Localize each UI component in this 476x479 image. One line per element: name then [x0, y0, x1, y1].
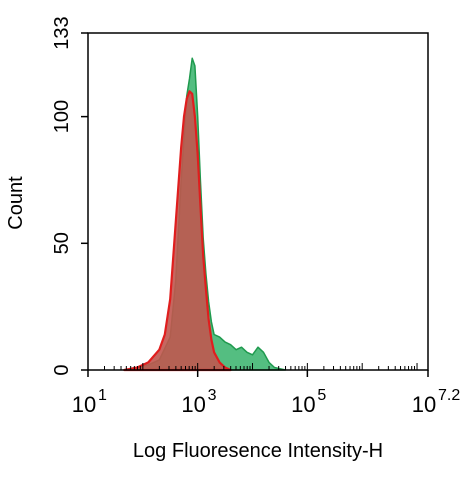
y-tick-label: 133: [51, 16, 73, 49]
x-tick-exponent: 5: [317, 387, 326, 404]
y-tick-label: 50: [51, 232, 73, 254]
x-tick-label: 10: [291, 392, 315, 417]
plot-series: [123, 57, 287, 372]
x-tick-exponent: 7.2: [438, 387, 460, 404]
x-tick-exponent: 1: [98, 387, 107, 404]
y-tick-label: 0: [51, 364, 73, 375]
series-2-area: [123, 90, 232, 372]
x-tick-exponent: 3: [208, 387, 217, 404]
x-tick-label: 10: [412, 392, 436, 417]
x-tick-label: 10: [72, 392, 96, 417]
x-axis-label: Log Fluoresence Intensity-H: [133, 440, 383, 462]
plot-frame: [87, 32, 429, 371]
y-axis: 0 50 100 133: [51, 16, 88, 376]
y-axis-label: Count: [5, 176, 27, 230]
y-tick-label: 100: [51, 100, 73, 133]
x-axis: 10 1 10 3 10 5 10 7.2: [72, 363, 460, 417]
x-tick-label: 10: [181, 392, 205, 417]
